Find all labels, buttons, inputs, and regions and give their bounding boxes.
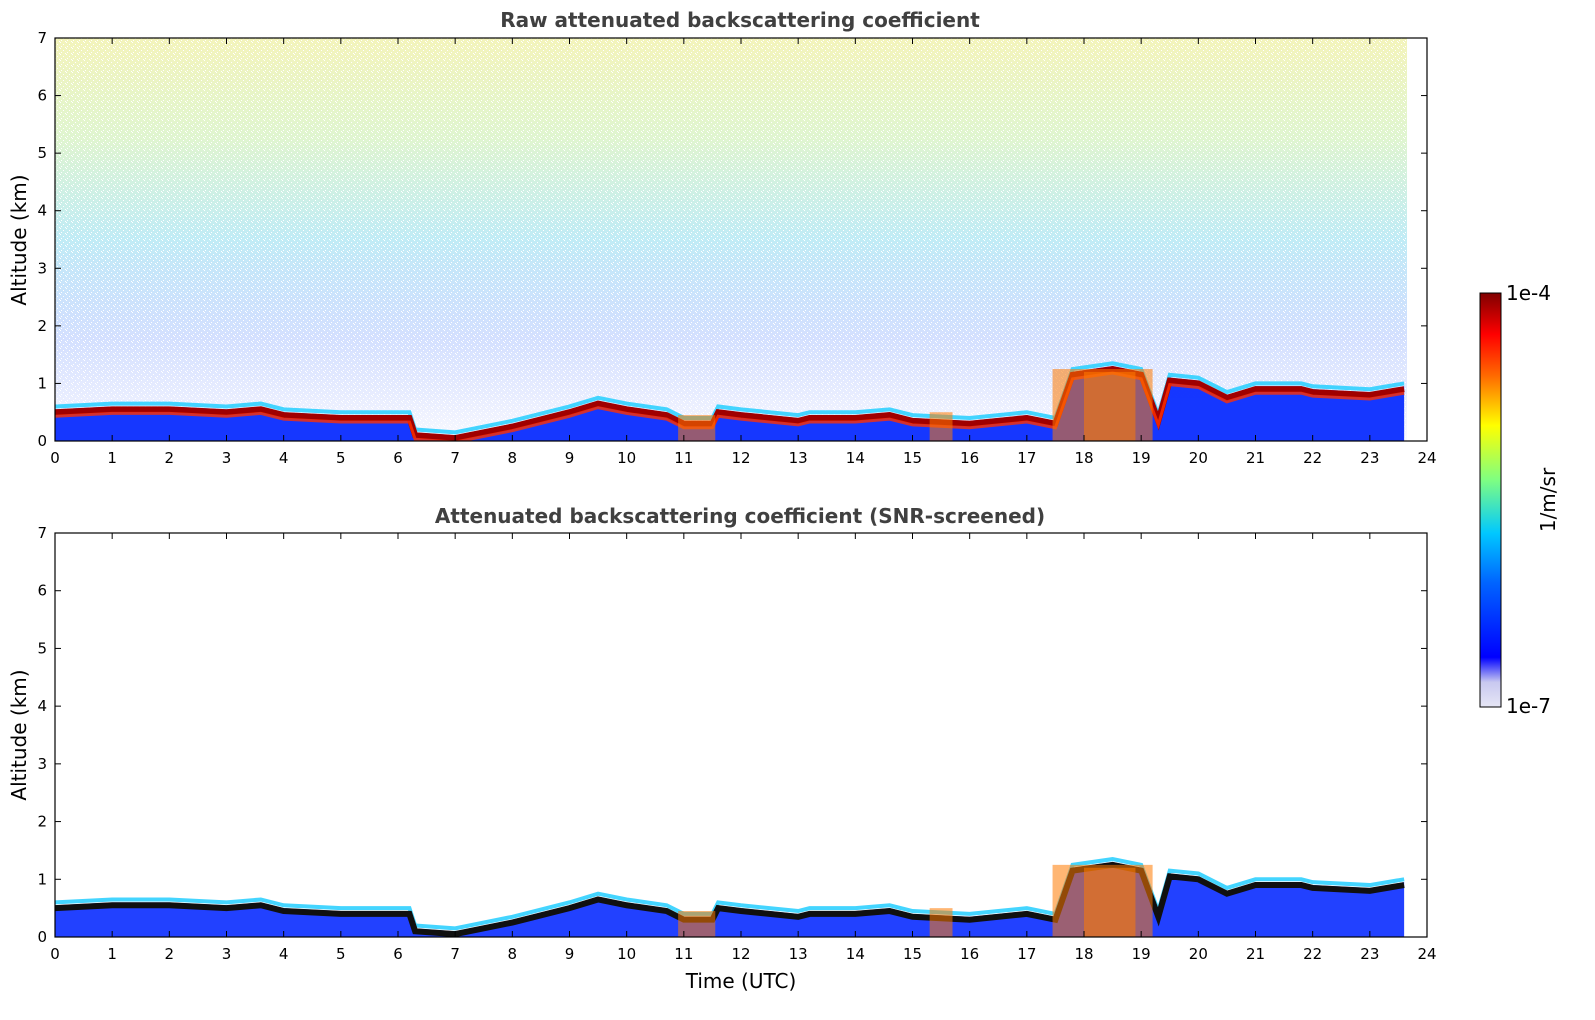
- panel2-xtick-label: 18: [1074, 945, 1093, 963]
- panel2-xtick-label: 10: [617, 945, 636, 963]
- panel1-xtick-label: 11: [674, 449, 693, 467]
- panel1-xtick-label: 12: [731, 449, 750, 467]
- panel1-xtick-label: 8: [508, 449, 518, 467]
- panel1-title: Raw attenuated backscattering coefficien…: [500, 8, 980, 32]
- panel1-xtick-label: 17: [1017, 449, 1036, 467]
- panel2-xtick-label: 13: [789, 945, 808, 963]
- panel1-plume: [929, 412, 953, 441]
- panel1-xtick-label: 15: [903, 449, 922, 467]
- panel1-xtick-label: 9: [565, 449, 575, 467]
- panel2-ytick-label: 3: [37, 755, 47, 773]
- colorbar-min-label: 1e-7: [1506, 694, 1551, 718]
- panel2-ytick-label: 2: [37, 813, 47, 831]
- raw-backscatter-panel: Raw attenuated backscattering coefficien…: [7, 8, 1437, 467]
- panel1-xtick-label: 16: [960, 449, 979, 467]
- panel2-xtick-label: 16: [960, 945, 979, 963]
- panel1-xtick-label: 0: [50, 449, 60, 467]
- panel1-ytick-label: 4: [37, 202, 47, 220]
- panel1-xtick-label: 5: [336, 449, 346, 467]
- panel2-xtick-label: 15: [903, 945, 922, 963]
- panel1-xtick-label: 20: [1189, 449, 1208, 467]
- panel1-xtick-label: 22: [1303, 449, 1322, 467]
- panel2-ytick-label: 6: [37, 582, 47, 600]
- panel1-y-label: Altitude (km): [7, 174, 31, 305]
- snr-screened-panel: Attenuated backscattering coefficient (S…: [7, 504, 1437, 993]
- panel2-frame: [54, 532, 1428, 938]
- panel2-ytick-label: 4: [37, 697, 47, 715]
- panel2-xtick-label: 17: [1017, 945, 1036, 963]
- panel1-layer-top: [55, 365, 1405, 441]
- panel2-ytick-label: 1: [37, 870, 47, 888]
- panel2-y-label: Altitude (km): [7, 669, 31, 800]
- panel1-x-ticks: 0 1 2 3 4 5 6 7 8 9 10 11 12 13 14 15 16 17 18 19 20 21 22 23 24: [50, 38, 1437, 467]
- panel2-xtick-label: 12: [731, 945, 750, 963]
- panel2-plume: [1084, 867, 1136, 937]
- panel2-ytick-label: 0: [37, 928, 47, 946]
- panel2-xtick-label: 8: [508, 945, 518, 963]
- panel1-xtick-label: 18: [1074, 449, 1093, 467]
- panel1-xtick-label: 21: [1246, 449, 1265, 467]
- panel2-xtick-label: 22: [1303, 945, 1322, 963]
- panel2-xtick-label: 23: [1360, 945, 1379, 963]
- panel2-xtick-label: 5: [336, 945, 346, 963]
- panel1-layer-edge: [55, 361, 1405, 435]
- panel1-xtick-label: 19: [1132, 449, 1151, 467]
- colorbar-max-label: 1e-4: [1506, 281, 1551, 305]
- colorbar-unit-label: 1/m/sr: [1536, 467, 1560, 532]
- panel1-xtick-label: 23: [1360, 449, 1379, 467]
- panel2-ytick-label: 5: [37, 639, 47, 657]
- colorbar-gradient: [1479, 292, 1502, 708]
- panel2-xtick-label: 24: [1417, 945, 1436, 963]
- panel1-layer-top-core: [55, 371, 1405, 441]
- panel1-ytick-label: 1: [37, 374, 47, 392]
- panel2-x-label: Time (UTC): [685, 969, 797, 993]
- panel2-xtick-label: 6: [393, 945, 403, 963]
- panel1-xtick-label: 24: [1417, 449, 1436, 467]
- panel1-speckle-overlay: [55, 38, 1407, 441]
- panel1-plume: [1084, 371, 1136, 441]
- panel2-xtick-label: 20: [1189, 945, 1208, 963]
- panel1-plot-area: [55, 38, 1407, 441]
- panel2-xtick-label: 2: [165, 945, 175, 963]
- panel1-ytick-label: 5: [37, 144, 47, 162]
- panel1-xtick-label: 6: [393, 449, 403, 467]
- panel2-x-ticks: 0 1 2 3 4 5 6 7 8 9 10 11 12 13 14 15 16 17 18 19 20 21 22 23 24: [50, 533, 1437, 963]
- panel1-xtick-label: 2: [165, 449, 175, 467]
- panel2-layer-edge: [55, 857, 1405, 931]
- panel1-xtick-label: 4: [279, 449, 289, 467]
- panel1-xtick-label: 13: [789, 449, 808, 467]
- panel1-xtick-label: 3: [222, 449, 232, 467]
- panel1-xtick-label: 7: [450, 449, 460, 467]
- panel2-xtick-label: 4: [279, 945, 289, 963]
- panel2-xtick-label: 0: [50, 945, 60, 963]
- panel2-xtick-label: 1: [107, 945, 117, 963]
- panel2-plot-area: [55, 857, 1405, 937]
- panel2-xtick-label: 19: [1132, 945, 1151, 963]
- panel2-boundary-layer: [55, 857, 1405, 937]
- panel2-xtick-label: 9: [565, 945, 575, 963]
- panel2-xtick-label: 7: [450, 945, 460, 963]
- panel2-layer-top: [55, 861, 1405, 937]
- panel1-boundary-layer: [55, 361, 1405, 441]
- panel1-y-ticks: 0 1 2 3 4 5 6 7: [37, 29, 1427, 450]
- panel1-ytick-label: 7: [37, 29, 47, 47]
- panel1-xtick-label: 10: [617, 449, 636, 467]
- panel2-ytick-label: 7: [37, 524, 47, 542]
- panel2-title: Attenuated backscattering coefficient (S…: [435, 504, 1045, 528]
- colorbar: 1e-4 1e-7 1/m/sr: [1479, 281, 1560, 718]
- panel2-y-ticks: 0 1 2 3 4 5 6 7: [37, 524, 1427, 946]
- panel1-ytick-label: 2: [37, 317, 47, 335]
- panel1-ytick-label: 6: [37, 87, 47, 105]
- panel1-xtick-label: 14: [846, 449, 865, 467]
- panel1-ytick-label: 3: [37, 259, 47, 277]
- panel1-ytick-label: 0: [37, 432, 47, 450]
- panel2-xtick-label: 14: [846, 945, 865, 963]
- panel2-xtick-label: 21: [1246, 945, 1265, 963]
- panel2-xtick-label: 11: [674, 945, 693, 963]
- panel2-plume: [929, 908, 953, 937]
- panel2-xtick-label: 3: [222, 945, 232, 963]
- panel1-xtick-label: 1: [107, 449, 117, 467]
